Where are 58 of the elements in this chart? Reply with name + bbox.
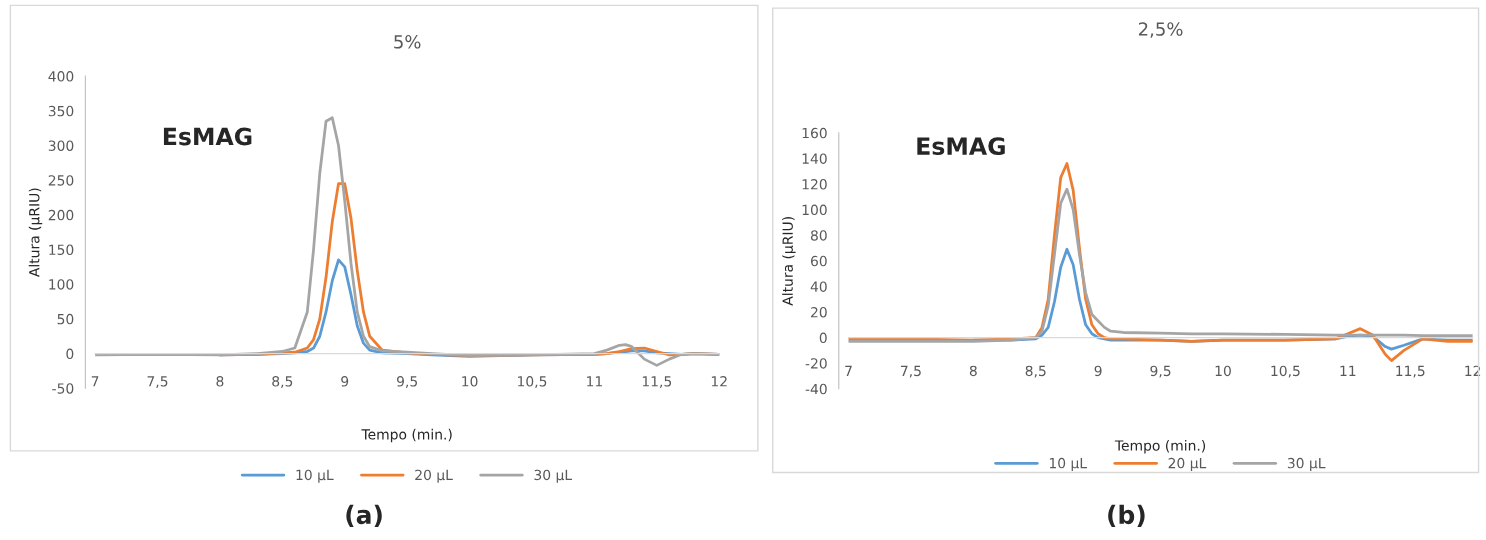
x-tick-label: 9,5 bbox=[1150, 365, 1171, 378]
y-tick-label: -20 bbox=[805, 358, 827, 369]
x-tick-label: 8 bbox=[969, 365, 977, 377]
x-tick-label: 11 bbox=[587, 376, 602, 387]
x-tick-label: 9 bbox=[341, 376, 349, 387]
y-tick-label: 250 bbox=[48, 175, 74, 186]
legend-label: 20 µL bbox=[1168, 457, 1207, 472]
annotation: EsMAG bbox=[163, 127, 252, 146]
x-tick-label: 12 bbox=[711, 376, 727, 387]
y-tick-label: 60 bbox=[810, 255, 827, 267]
y-tick-label: -50 bbox=[52, 383, 74, 394]
x-tick-label: 7 bbox=[845, 365, 852, 376]
x-tick-label: 10 bbox=[1215, 365, 1231, 377]
x-tick-label: 10,5 bbox=[1271, 365, 1300, 378]
y-axis-title: Altura (µRIU) bbox=[28, 188, 43, 278]
y-tick-label: -40 bbox=[805, 383, 827, 395]
x-tick-label: 9 bbox=[1094, 365, 1102, 377]
chart-title: 5% bbox=[394, 34, 421, 49]
x-tick-label: 7,5 bbox=[147, 376, 168, 388]
y-tick-label: 0 bbox=[66, 348, 74, 360]
y-tick-label: 0 bbox=[819, 332, 827, 344]
legend-label: 10 µL bbox=[296, 469, 334, 483]
y-tick-label: 140 bbox=[802, 153, 827, 164]
chart-title: 2,5% bbox=[1138, 22, 1183, 38]
y-axis-title: Altura (µRIU) bbox=[782, 217, 796, 306]
x-tick-label: 9,5 bbox=[396, 376, 417, 388]
y-tick-label: 150 bbox=[49, 244, 74, 256]
y-tick-label: 80 bbox=[810, 230, 827, 241]
x-tick-label: 8,5 bbox=[272, 376, 293, 388]
y-tick-label: 120 bbox=[802, 179, 827, 190]
x-tick-label: 11,5 bbox=[1396, 365, 1425, 378]
x-tick-label: 7 bbox=[91, 376, 99, 387]
y-tick-label: 50 bbox=[57, 313, 74, 325]
y-tick-label: 100 bbox=[802, 204, 827, 216]
x-tick-label: 10 bbox=[462, 376, 478, 387]
x-axis-title: Tempo (min.) bbox=[1114, 439, 1206, 454]
x-tick-label: 8 bbox=[216, 376, 224, 387]
x-tick-label: 11,5 bbox=[642, 376, 672, 388]
legend-label: 30 µL bbox=[534, 469, 573, 483]
y-tick-label: 20 bbox=[811, 306, 827, 318]
x-tick-label: 10,5 bbox=[518, 376, 547, 388]
y-tick-label: 350 bbox=[48, 105, 74, 117]
x-tick-label: 7,5 bbox=[901, 365, 921, 378]
y-tick-label: 100 bbox=[49, 279, 74, 290]
y-tick-label: 200 bbox=[48, 209, 74, 221]
y-tick-label: 160 bbox=[802, 127, 827, 139]
x-axis-title: Tempo (min.) bbox=[361, 428, 452, 443]
x-tick-label: 8,5 bbox=[1025, 365, 1046, 378]
legend-label: 10 µL bbox=[1049, 457, 1087, 472]
annotation: EsMAG bbox=[917, 137, 1005, 156]
legend-label: 20 µL bbox=[415, 469, 453, 483]
text: (a) bbox=[346, 504, 382, 528]
x-tick-label: 11 bbox=[1340, 365, 1356, 376]
text: (b) bbox=[1108, 504, 1145, 528]
legend-label: 30 µL bbox=[1287, 457, 1326, 472]
y-tick-label: 300 bbox=[48, 140, 74, 151]
y-tick-label: 40 bbox=[810, 281, 827, 292]
y-tick-label: 400 bbox=[48, 71, 74, 82]
